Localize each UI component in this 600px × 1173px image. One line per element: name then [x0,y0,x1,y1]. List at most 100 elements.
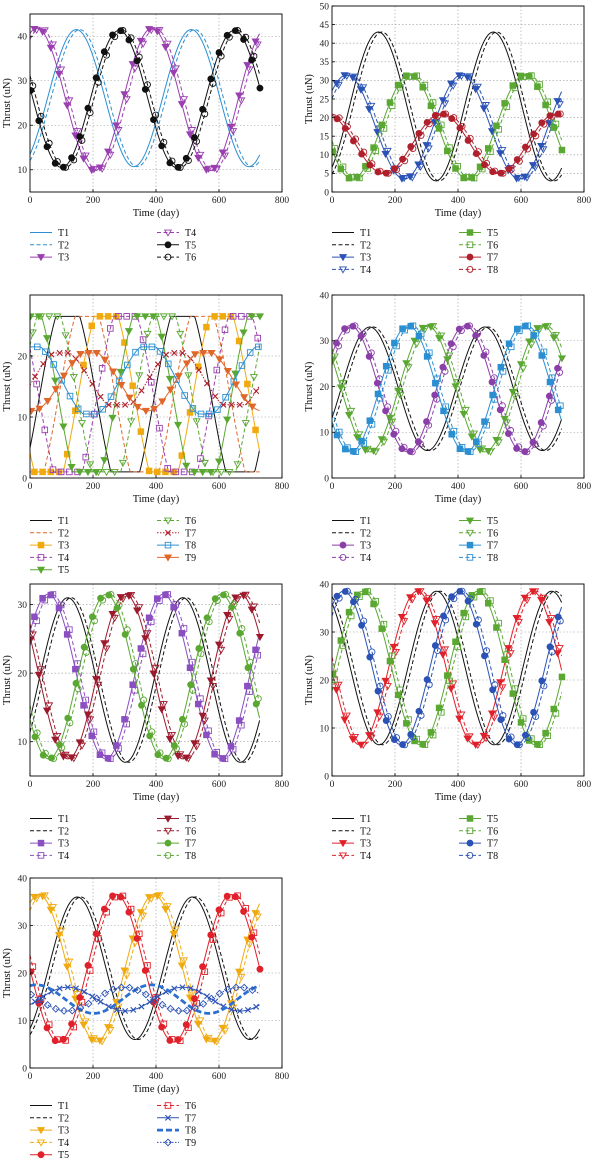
data-point-marker [379,438,389,446]
data-point-marker [438,121,445,129]
data-point-marker [334,681,343,689]
data-point-marker [417,330,425,338]
data-point-marker [63,450,71,458]
data-point-marker [138,1003,145,1010]
data-point-marker [77,742,87,750]
data-point-marker [205,727,212,735]
data-point-marker [209,936,217,943]
data-point-marker [244,664,252,672]
data-point-marker [460,609,467,617]
data-point-marker [453,379,462,387]
data-point-marker [169,930,178,939]
data-point-marker [141,407,150,416]
data-point-marker [496,679,505,687]
data-point-marker [217,468,226,477]
data-point-marker [150,405,159,414]
legend-item-t4: T4 [157,228,196,239]
data-point-marker [176,330,185,339]
data-point-marker [490,714,499,722]
data-point-marker [402,360,411,368]
data-point-marker [36,313,46,321]
data-point-marker [351,322,359,330]
data-point-marker [527,341,536,349]
data-point-marker [332,353,339,361]
legend-label: T1 [58,516,69,527]
legend-item-t3: T3 [332,541,371,552]
data-point-marker [211,751,218,758]
data-point-marker [335,114,343,122]
data-point-marker [378,625,386,632]
legend-item-t2: T2 [332,826,371,837]
data-point-marker [69,374,78,382]
data-point-marker [335,342,343,350]
x-tick-label: 200 [388,482,403,492]
legend-marker [164,253,172,261]
data-point-marker [423,353,431,360]
data-point-marker [367,734,376,742]
data-point-marker [184,755,193,763]
data-point-marker [124,328,133,336]
data-point-marker [103,908,110,916]
data-point-marker [108,611,117,619]
legend-item-t8: T8 [157,851,196,862]
data-point-marker [416,588,425,596]
legend-item-t5: T5 [459,516,498,527]
data-point-marker [137,428,145,435]
data-point-marker [48,41,58,49]
x-tick-label: 800 [577,780,592,790]
data-point-marker [51,377,60,385]
data-point-marker [201,110,209,118]
data-point-marker [140,696,148,704]
data-point-marker [81,367,88,374]
data-point-marker [468,592,476,599]
data-point-marker [204,380,211,387]
data-point-marker [156,348,164,355]
data-point-marker [72,985,80,992]
data-point-marker [347,174,355,181]
data-point-marker [253,388,260,395]
data-point-marker [121,716,128,723]
data-point-marker [182,462,191,470]
data-point-marker [148,343,156,351]
x-tick-label: 600 [212,482,227,492]
x-tick-label: 400 [149,780,164,790]
legend-item-t7: T7 [459,541,498,552]
data-point-marker [127,34,135,42]
data-point-marker [240,394,249,402]
series-t4 [30,591,262,763]
data-point-marker [400,443,408,451]
legend-marker [36,254,46,262]
data-point-marker [444,672,451,679]
data-point-marker [417,132,425,139]
legend-label: T3 [58,1126,69,1137]
data-point-marker [503,651,511,658]
data-point-marker [171,926,180,934]
data-point-marker [244,1006,252,1013]
legend-label: T5 [487,516,498,527]
data-point-marker [107,591,115,598]
series-line [30,29,261,168]
data-point-marker [337,637,345,644]
data-point-marker [190,351,200,359]
data-point-marker [528,72,535,79]
legend-marker [466,851,474,859]
legend-marker [163,827,173,836]
data-point-marker [481,735,491,743]
data-point-marker [89,166,99,174]
data-point-marker [254,651,262,659]
data-point-marker [442,403,449,410]
y-tick-label: 10 [18,413,28,423]
data-point-marker [482,348,490,356]
data-point-marker [475,440,482,448]
data-point-marker [397,614,407,622]
data-point-marker [405,73,412,80]
data-point-marker [54,1036,61,1043]
data-point-marker [120,967,129,975]
data-point-marker [558,146,566,154]
data-point-marker [235,968,244,976]
data-point-marker [51,1004,60,1013]
data-point-marker [152,111,160,119]
legend-label: T8 [185,541,196,552]
legend-marker [37,541,45,549]
